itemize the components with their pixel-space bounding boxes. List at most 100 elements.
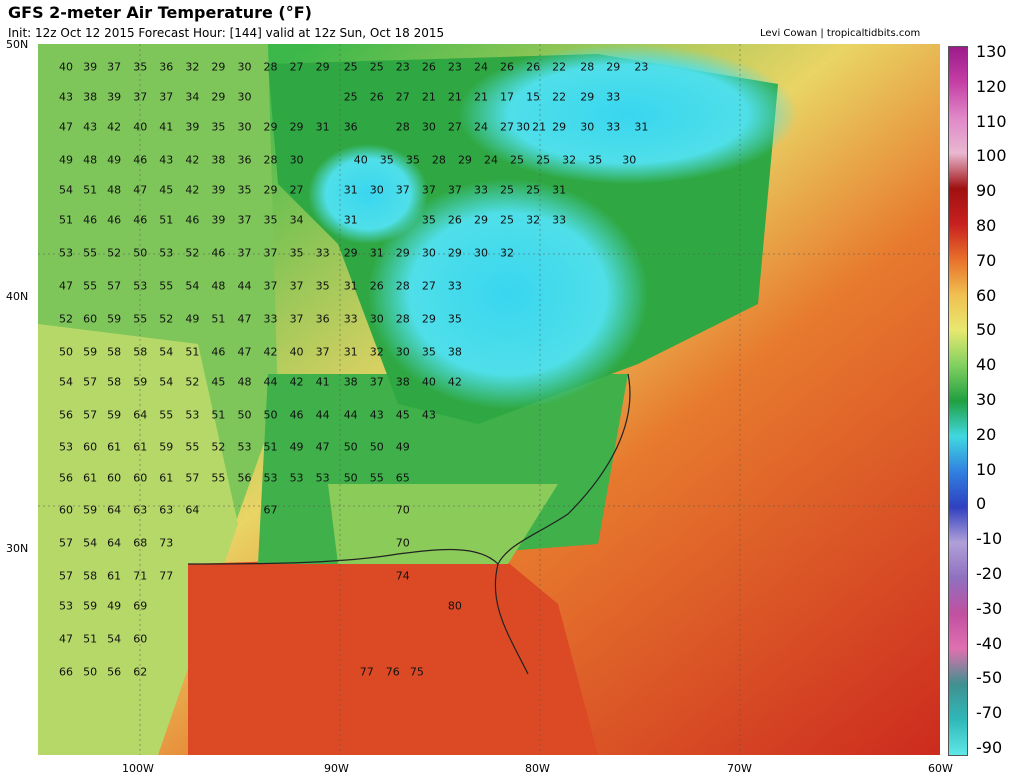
station-temperature: 24 (484, 153, 498, 167)
station-temperature: 37 (395, 183, 410, 197)
station-temperature: 35 (588, 153, 603, 167)
station-temperature: 40 (59, 60, 74, 74)
station-temperature: 51 (211, 408, 226, 422)
colorbar-tick-label: 120 (976, 76, 1007, 96)
station-temperature: 50 (263, 408, 278, 422)
station-temperature: 58 (83, 569, 98, 583)
station-temperature: 65 (395, 471, 410, 485)
station-temperature: 52 (59, 312, 74, 326)
station-temperature: 55 (83, 246, 98, 260)
station-temperature: 51 (263, 440, 278, 454)
station-temperature: 46 (107, 213, 122, 227)
lat-label-40n: 40N (6, 290, 29, 303)
colorbar-tick-label: 60 (976, 285, 997, 305)
station-temperature: 47 (315, 440, 330, 454)
station-temperature: 29 (315, 60, 330, 74)
station-temperature: 29 (263, 120, 278, 134)
lat-label-30n: 30N (6, 542, 29, 555)
station-temperature: 50 (343, 471, 358, 485)
station-temperature: 32 (526, 213, 541, 227)
station-temperature: 57 (83, 408, 98, 422)
lon-label-90w: 90W (324, 762, 349, 775)
gulf-coast-region (328, 484, 558, 564)
station-temperature: 29 (606, 60, 621, 74)
station-temperature: 55 (211, 471, 226, 485)
station-temperature: 74 (395, 569, 410, 583)
station-temperature: 29 (580, 90, 595, 104)
station-temperature: 49 (185, 312, 200, 326)
colorbar-tick-label: 40 (976, 355, 997, 375)
colorbar-tick-label: 110 (976, 111, 1007, 131)
station-temperature: 55 (83, 279, 98, 293)
station-temperature: 35 (211, 120, 226, 134)
gulf-coastline (187, 548, 499, 565)
station-temperature: 61 (133, 440, 148, 454)
station-temperature: 40 (421, 375, 436, 389)
station-temperature: 39 (185, 120, 200, 134)
station-temperature: 33 (552, 213, 567, 227)
station-temperature: 37 (159, 90, 174, 104)
station-temperature: 46 (211, 246, 226, 260)
station-temperature: 37 (289, 279, 304, 293)
station-temperature: 30 (421, 120, 436, 134)
station-temperature: 63 (133, 503, 148, 517)
station-temperature: 23 (634, 60, 649, 74)
station-temperature: 32 (369, 345, 384, 359)
station-temperature: 58 (107, 375, 122, 389)
station-temperature: 35 (133, 60, 148, 74)
station-temperature: 71 (133, 569, 148, 583)
station-temperature: 60 (83, 440, 98, 454)
lon-label-70w: 70W (727, 762, 752, 775)
station-temperature: 48 (211, 279, 226, 293)
station-temperature: 42 (447, 375, 462, 389)
station-temperature: 28 (395, 312, 410, 326)
station-temperature: 52 (211, 440, 226, 454)
station-temperature: 33 (315, 246, 330, 260)
station-temperature: 42 (185, 153, 200, 167)
station-temperature: 62 (133, 665, 148, 679)
station-temperature: 52 (185, 246, 200, 260)
colorbar-tick-label: -50 (976, 668, 1003, 688)
cold-pocket-canada (458, 44, 798, 184)
station-temperature: 52 (185, 375, 200, 389)
station-temperature: 53 (289, 471, 304, 485)
station-temperature: 30 (395, 345, 410, 359)
station-temperature: 57 (83, 375, 98, 389)
colorbar-tick-label: -40 (976, 633, 1003, 653)
station-temperature: 30 (516, 120, 531, 134)
station-temperature: 77 (159, 569, 174, 583)
station-temperature: 31 (315, 120, 330, 134)
station-temperature: 36 (237, 153, 252, 167)
station-temperature: 45 (211, 375, 226, 389)
temperature-map[interactable] (38, 44, 940, 755)
map-canvas (38, 44, 940, 755)
station-temperature: 40 (289, 345, 304, 359)
colorbar-tick-label: 130 (976, 42, 1007, 61)
station-temperature: 61 (159, 471, 174, 485)
station-temperature: 46 (83, 213, 98, 227)
station-temperature: 32 (500, 246, 515, 260)
cold-pocket-west (308, 144, 428, 244)
station-temperature: 61 (107, 440, 122, 454)
station-temperature: 60 (83, 312, 98, 326)
station-temperature: 70 (395, 536, 410, 550)
station-temperature: 40 (353, 153, 368, 167)
station-temperature: 60 (133, 632, 148, 646)
station-temperature: 27 (395, 90, 410, 104)
station-temperature: 39 (211, 183, 226, 197)
station-temperature: 76 (385, 665, 400, 679)
station-temperature: 44 (343, 408, 358, 422)
station-temperature: 58 (133, 345, 148, 359)
station-temperature: 39 (107, 90, 122, 104)
station-temperature: 38 (211, 153, 226, 167)
station-temperature: 26 (421, 60, 436, 74)
station-temperature: 59 (83, 345, 98, 359)
station-temperature: 33 (473, 183, 488, 197)
station-temperature: 54 (59, 375, 74, 389)
station-temperature: 49 (59, 153, 74, 167)
station-temperature: 54 (83, 536, 98, 550)
station-temperature: 17 (500, 90, 515, 104)
station-temperature: 51 (185, 345, 200, 359)
station-temperature: 39 (211, 213, 226, 227)
station-temperature: 59 (133, 375, 148, 389)
